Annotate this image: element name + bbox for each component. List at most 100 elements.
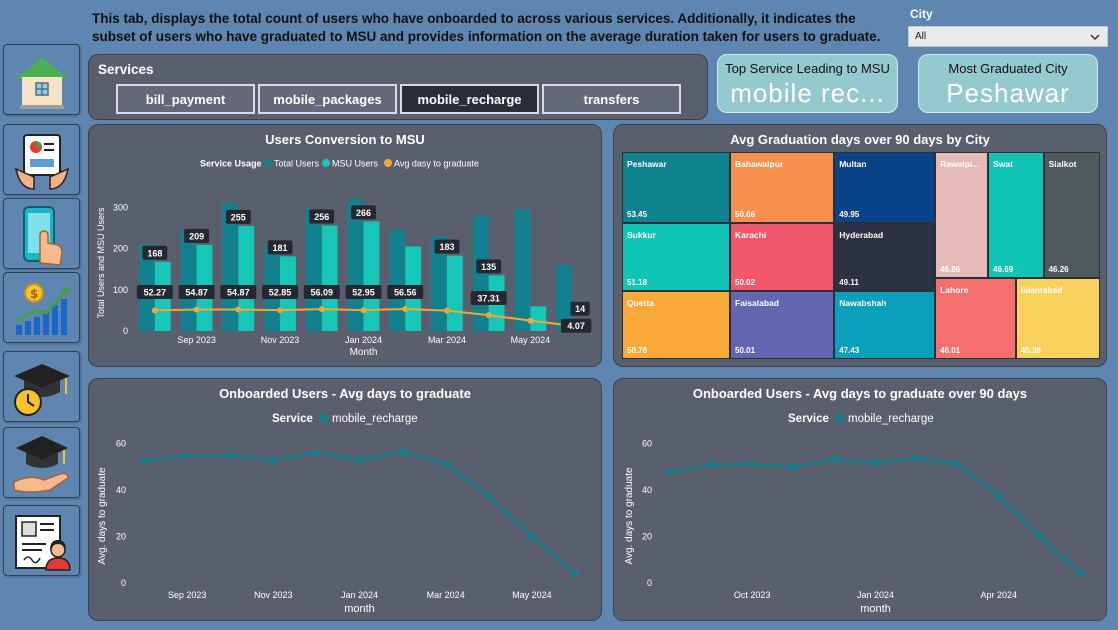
x-tick-label: Oct 2023 (734, 590, 771, 600)
bar-total-users (180, 230, 197, 331)
msu-data-label-bg (267, 240, 293, 255)
treemap-cell-islamabad[interactable]: Islamabad 45.38 (1015, 278, 1100, 359)
top-service-card: Top Service Leading to MSU mobile rec... (717, 54, 898, 113)
y-axis-label: Avg. days to graduate (97, 467, 108, 565)
city-treemap: Peshawar 53.45 Sukkur 51.18 Quetta 50.78 Bahaw… (622, 152, 1100, 359)
avg-data-label: 4.07 (567, 321, 585, 331)
service-button-bill-payment[interactable]: bill_payment (116, 84, 255, 114)
top-service-value: mobile rec... (730, 78, 885, 108)
treemap-cell-nawabshah[interactable]: Nawabshah 47.43 (834, 291, 936, 359)
treemap-cell-value: 50.01 (735, 345, 756, 355)
avg-days-point (360, 307, 367, 314)
avg-data-label-bg (178, 285, 215, 299)
treemap-cell-swat[interactable]: Swat 46.69 (988, 152, 1044, 279)
series-point (1077, 569, 1085, 577)
treemap-cell-label: Sukkur (627, 230, 656, 240)
series-point (913, 455, 921, 463)
bar-total-users (556, 265, 573, 331)
y-tick-label: 60 (642, 439, 652, 449)
series-point (571, 569, 579, 577)
users-conversion-chart: Service Usage Total Users MSU Users Avg das… (96, 159, 592, 358)
graduation-time-icon (14, 364, 70, 416)
bar-total-users (514, 209, 531, 331)
series-point (140, 458, 148, 466)
avg-days-90-title: Onboarded Users - Avg days to graduate o… (692, 386, 1028, 401)
series-point (707, 461, 715, 469)
treemap-cell-value: 49.95 (839, 210, 860, 219)
msu-data-label-bg (184, 228, 209, 243)
treemap-cell-hyderabad[interactable]: Hyderabad 49.11 (834, 223, 936, 292)
city-treemap-title: Avg Graduation days over 90 days by City (730, 132, 990, 147)
treemap-cell-label: Lahore (940, 285, 969, 296)
city-treemap-panel: Avg Graduation days over 90 days by City… (613, 124, 1107, 367)
y-tick-label: 100 (113, 285, 128, 295)
msu-data-label: 209 (189, 231, 204, 241)
treemap-cell-lahore[interactable]: Lahore 46.01 (935, 278, 1016, 359)
avg-data-label: 52.27 (144, 288, 167, 298)
series-line (143, 450, 576, 575)
msu-data-label: 255 (231, 212, 246, 222)
treemap-cell-faisalabad[interactable]: Faisalabad 50.01 (730, 291, 835, 359)
nav-graduation-hand-button[interactable] (3, 427, 80, 498)
y-tick-label: 20 (116, 532, 126, 542)
y-tick-label: 40 (642, 485, 652, 495)
treemap-cell-label: Sialkot (1048, 159, 1077, 169)
series-point (748, 460, 756, 468)
treemap-cell-label: Bahawalpur (735, 159, 784, 169)
series-point (399, 448, 407, 456)
treemap-cell-multan[interactable]: Multan 49.95 (834, 152, 936, 223)
treemap-cell-karachi[interactable]: Karachi 50.02 (730, 223, 835, 292)
service-button-mobile-recharge[interactable]: mobile_recharge (400, 84, 539, 114)
msu-data-label-bg (570, 301, 590, 316)
y-tick-label: 20 (642, 532, 652, 542)
bar-msu-users (446, 255, 463, 331)
treemap-cell-label: Hyderabad (839, 230, 884, 240)
service-button-mobile-packages[interactable]: mobile_packages (258, 84, 397, 114)
avg-data-label-bg (136, 285, 173, 299)
users-conversion-panel: Users Conversion to MSU Service Usage Tot… (88, 124, 602, 367)
avg-data-label: 54.87 (227, 288, 250, 298)
treemap-cell-label: Faisalabad (735, 298, 779, 309)
msu-data-label: 183 (439, 242, 454, 252)
avg-data-label-bg (303, 285, 340, 299)
avg-days-point (151, 307, 158, 314)
x-axis-label: month (860, 603, 891, 615)
city-filter-dropdown[interactable]: All (908, 26, 1108, 47)
avg-data-label: 52.95 (352, 288, 375, 298)
nav-mobile-button[interactable] (3, 198, 80, 269)
legend-title: Service (788, 413, 829, 425)
bar-total-users (305, 209, 322, 331)
x-tick-label: Nov 2023 (254, 590, 293, 600)
avg-days-90-chart: Service mobile_recharge 0 20 40 60 Avg. days t… (624, 413, 1085, 615)
treemap-cell-rawalpindi[interactable]: Rawalpi... 46.86 (935, 152, 989, 279)
y-axis-label: Total Users and MSU Users (96, 207, 106, 319)
treemap-cell-quetta[interactable]: Quetta 50.78 (622, 291, 731, 359)
avg-data-label-bg (387, 285, 424, 299)
bar-msu-users (363, 221, 380, 331)
nav-profile-button[interactable] (3, 505, 80, 576)
treemap-cell-bahawalpur[interactable]: Bahawalpur 50.66 (730, 152, 835, 223)
treemap-cell-peshawar[interactable]: Peshawar 53.45 (622, 152, 731, 223)
treemap-cell-value: 50.78 (627, 345, 648, 355)
avg-data-label-bg (470, 291, 507, 305)
nav-growth-button[interactable]: $ (3, 272, 80, 343)
profile-card-icon (15, 515, 71, 571)
legend-marker (384, 159, 392, 167)
growth-icon: $ (15, 283, 70, 335)
treemap-cell-sialkot[interactable]: Sialkot 46.26 (1043, 152, 1100, 279)
y-axis-label: Avg. days to graduate (624, 467, 635, 565)
treemap-cell-sukkur[interactable]: Sukkur 51.18 (622, 223, 731, 292)
service-button-transfers[interactable]: transfers (542, 84, 681, 114)
nav-graduation-time-button[interactable] (3, 351, 80, 422)
x-tick-label: Jan 2024 (345, 335, 382, 345)
avg-days-point (235, 306, 242, 313)
y-tick-label: 0 (121, 578, 126, 588)
y-tick-label: 0 (123, 326, 128, 336)
x-tick-label: Apr 2024 (981, 590, 1018, 600)
treemap-cell-value: 46.69 (993, 265, 1014, 275)
nav-home-button[interactable] (3, 44, 80, 115)
msu-data-label: 168 (147, 248, 162, 258)
treemap-cell-label: Multan (839, 159, 867, 169)
x-tick-label: Jan 2024 (857, 590, 894, 600)
nav-report-button[interactable] (3, 124, 80, 195)
